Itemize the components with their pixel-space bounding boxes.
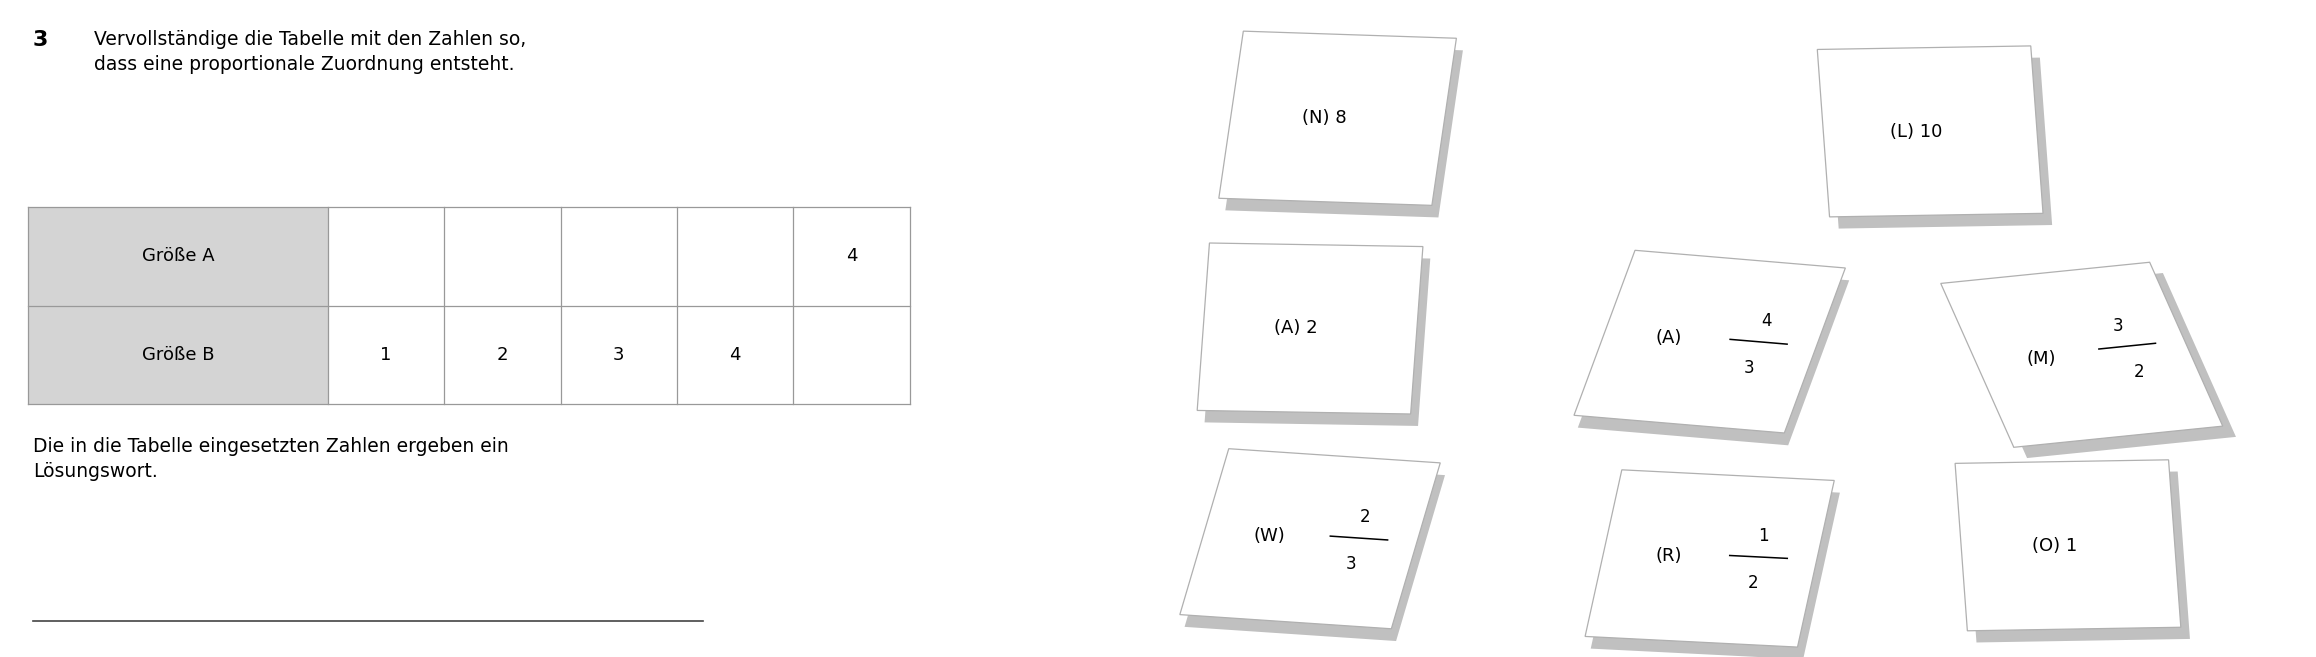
Text: 3: 3 <box>2112 317 2124 334</box>
Bar <box>1827 58 2052 229</box>
Text: 2: 2 <box>496 346 507 364</box>
Bar <box>1818 46 2043 217</box>
Bar <box>1577 263 1848 445</box>
Bar <box>1204 255 1431 426</box>
Text: 3: 3 <box>32 30 49 49</box>
Text: Vervollständige die Tabelle mit den Zahlen so,
dass eine proportionale Zuordnung: Vervollständige die Tabelle mit den Zahl… <box>93 30 526 74</box>
Text: Die in die Tabelle eingesetzten Zahlen ergeben ein
Lösungswort.: Die in die Tabelle eingesetzten Zahlen e… <box>32 437 510 481</box>
Bar <box>1183 461 1445 641</box>
Bar <box>1584 470 1834 647</box>
Text: (L) 10: (L) 10 <box>1890 123 1943 141</box>
Bar <box>1179 449 1441 629</box>
Text: (N) 8: (N) 8 <box>1302 109 1346 127</box>
Text: 3: 3 <box>614 346 625 364</box>
Bar <box>1955 273 2235 458</box>
Text: 2: 2 <box>1359 509 1371 526</box>
Text: (R): (R) <box>1656 547 1681 566</box>
Bar <box>1955 460 2182 631</box>
Text: 4: 4 <box>730 346 741 364</box>
Text: Größe B: Größe B <box>141 346 215 364</box>
Text: (O) 1: (O) 1 <box>2031 537 2077 555</box>
Text: (A) 2: (A) 2 <box>1274 319 1318 337</box>
Text: Größe A: Größe A <box>141 247 215 265</box>
Bar <box>1197 243 1422 414</box>
Text: (A): (A) <box>1656 329 1681 347</box>
Bar <box>1964 472 2191 643</box>
Text: 3: 3 <box>1744 359 1753 376</box>
Bar <box>1225 43 1464 217</box>
Text: 2: 2 <box>1749 574 1758 592</box>
Text: (M): (M) <box>2026 350 2057 368</box>
Text: (W): (W) <box>1253 527 1285 545</box>
Text: 1: 1 <box>380 346 391 364</box>
Bar <box>1218 31 1457 206</box>
Text: 1: 1 <box>1758 527 1769 545</box>
Text: 4: 4 <box>845 247 857 265</box>
Text: 3: 3 <box>1346 555 1357 573</box>
Bar <box>28 207 329 306</box>
Bar <box>1591 482 1839 657</box>
Bar <box>28 306 329 404</box>
Text: 4: 4 <box>1760 312 1772 330</box>
Bar <box>1575 250 1846 433</box>
Bar <box>1941 262 2223 447</box>
Text: 2: 2 <box>2133 363 2145 381</box>
